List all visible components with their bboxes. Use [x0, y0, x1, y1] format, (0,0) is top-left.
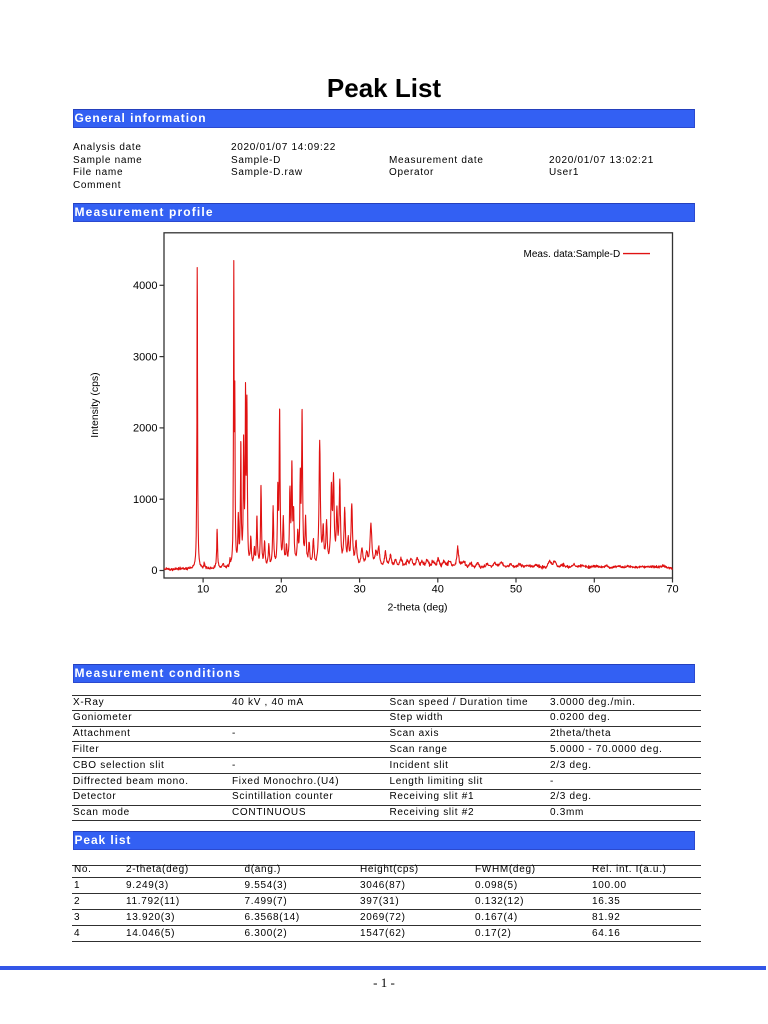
svg-text:1000: 1000 [133, 494, 157, 506]
svg-text:4000: 4000 [133, 280, 157, 292]
svg-text:40: 40 [432, 584, 444, 596]
svg-text:0: 0 [151, 565, 157, 577]
svg-text:50: 50 [510, 584, 522, 596]
svg-text:Meas. data:Sample-D: Meas. data:Sample-D [524, 249, 621, 260]
svg-text:70: 70 [666, 584, 678, 596]
svg-text:30: 30 [353, 584, 365, 596]
svg-text:Intensity (cps): Intensity (cps) [89, 372, 101, 437]
svg-text:2-theta (deg): 2-theta (deg) [387, 602, 447, 614]
svg-text:60: 60 [588, 584, 600, 596]
svg-text:10: 10 [197, 584, 209, 596]
svg-text:20: 20 [275, 584, 287, 596]
svg-text:2000: 2000 [133, 423, 157, 435]
svg-text:3000: 3000 [133, 351, 157, 363]
